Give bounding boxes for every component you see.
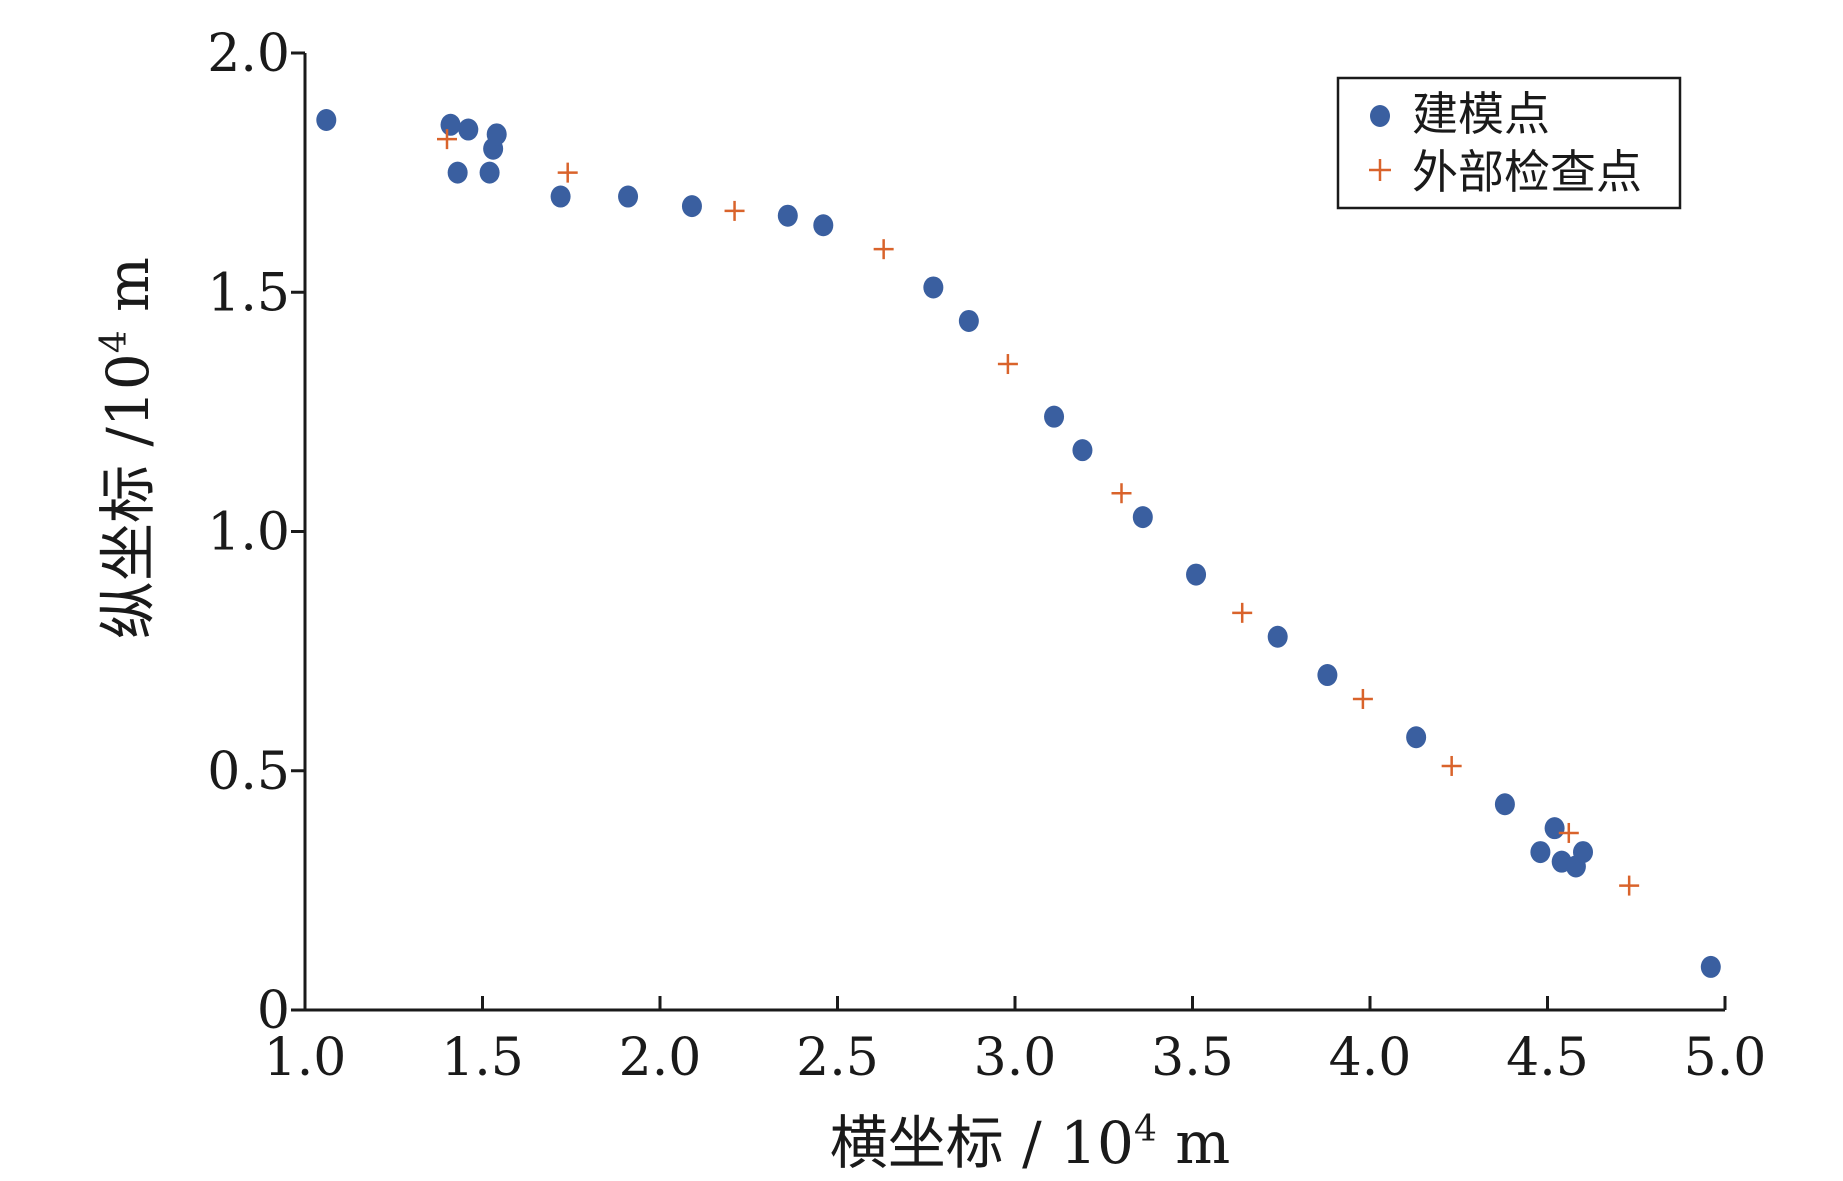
check-point: [1441, 755, 1462, 776]
y-tick-label: 0: [257, 981, 290, 1041]
check-point: [1619, 875, 1640, 896]
x-axis-title-sup: 4: [1134, 1109, 1157, 1150]
check-point: [997, 354, 1018, 375]
check-point: [724, 200, 745, 221]
y-axis-title-sup: 4: [94, 330, 135, 353]
check-point: [1352, 688, 1373, 709]
model-point: [316, 108, 337, 131]
model-point: [813, 214, 834, 237]
model-point: [923, 276, 944, 299]
legend-box: [1336, 76, 1682, 210]
x-tick-label: 3.5: [1151, 1028, 1234, 1088]
legend-marker-model-points: [1370, 105, 1390, 127]
model-point: [1186, 563, 1207, 586]
check-point: [557, 162, 578, 183]
x-tick-label: 1.5: [441, 1028, 524, 1088]
y-axis-ticks: 0 0.5 1.0 1.5 2.0: [207, 24, 305, 1041]
model-point: [958, 309, 979, 332]
model-point: [458, 118, 479, 141]
model-point: [550, 185, 571, 208]
model-point: [1044, 405, 1065, 428]
x-tick-label: 4.0: [1329, 1028, 1412, 1088]
model-point: [479, 161, 500, 184]
check-point: [437, 129, 457, 150]
check-point: [1111, 483, 1132, 504]
x-axis-title-unit: m: [1157, 1109, 1230, 1177]
legend-marker-check-points: [1369, 159, 1391, 181]
y-axis-title: 纵坐标 /104 m: [94, 257, 162, 639]
data-points: [316, 108, 1721, 978]
model-point: [1530, 841, 1551, 864]
y-tick-label: 2.0: [207, 24, 290, 84]
model-point: [1317, 664, 1338, 687]
y-tick-label: 1.5: [207, 263, 290, 323]
model-point: [1132, 506, 1153, 529]
legend-label-model-points: 建模点: [1412, 87, 1550, 141]
series-model-points: [316, 108, 1721, 978]
x-tick-label: 3.0: [974, 1028, 1057, 1088]
series-check-points: [437, 129, 1640, 896]
model-point: [1267, 625, 1288, 648]
y-tick-label: 0.5: [207, 742, 290, 802]
legend-label-check-points: 外部检查点: [1412, 145, 1642, 199]
model-point: [1406, 726, 1427, 749]
x-tick-label: 2.5: [796, 1028, 879, 1088]
x-tick-label: 2.0: [619, 1028, 702, 1088]
y-tick-label: 1.0: [207, 503, 290, 563]
x-tick-label: 1.0: [264, 1028, 347, 1088]
x-axis-title: 横坐标 / 104 m: [830, 1109, 1231, 1177]
x-tick-label: 5.0: [1684, 1028, 1767, 1088]
y-axis-title-main: 纵坐标 /10: [94, 353, 162, 639]
x-axis-title-main: 横坐标 / 10: [830, 1109, 1134, 1177]
model-point: [440, 113, 461, 136]
model-point: [1700, 955, 1721, 978]
model-point: [486, 123, 507, 146]
model-point: [1573, 841, 1593, 864]
check-point: [1558, 822, 1579, 843]
model-point: [447, 161, 468, 184]
x-tick-label: 4.5: [1506, 1028, 1589, 1088]
model-point: [1072, 439, 1093, 462]
model-point: [1494, 793, 1515, 816]
y-axis-title-unit: m: [94, 257, 162, 330]
check-point: [873, 239, 894, 260]
check-point: [1232, 602, 1253, 623]
model-point: [777, 204, 798, 227]
model-point: [618, 185, 639, 208]
model-point: [1544, 817, 1565, 840]
legend: 建模点 外部检查点: [1336, 76, 1682, 210]
model-point: [681, 195, 702, 218]
x-axis-ticks: 1.0 1.5 2.0 2.5 3.0 3.5 4.0 4.5 5.0: [264, 996, 1767, 1088]
